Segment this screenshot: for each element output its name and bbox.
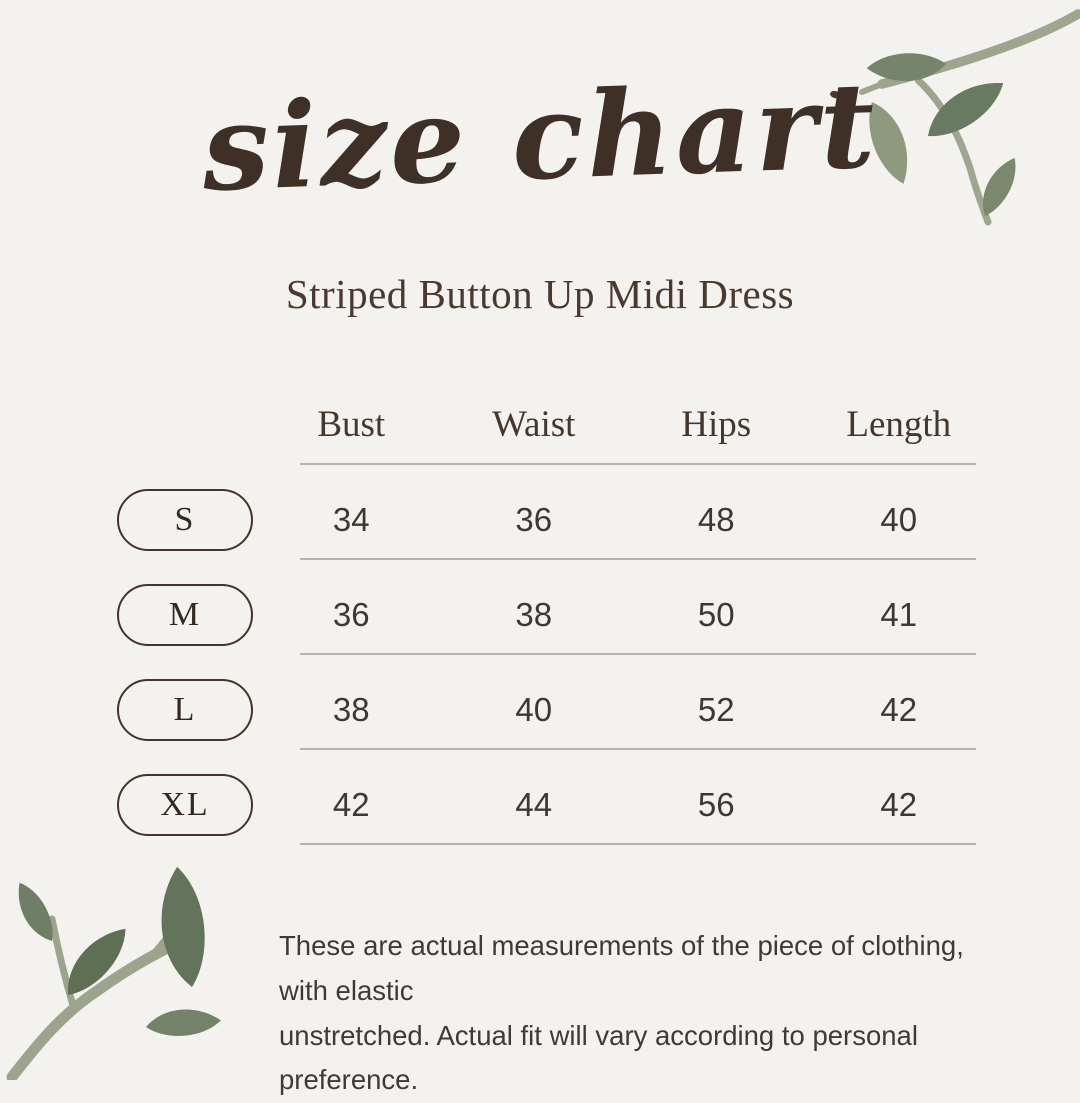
table-header-row: Bust Waist Hips Length bbox=[110, 385, 990, 463]
column-header-length: Length bbox=[846, 403, 952, 445]
size-label: S bbox=[174, 500, 196, 538]
size-label: M bbox=[168, 595, 202, 633]
page-title: size chart bbox=[200, 55, 880, 218]
cell-waist: 36 bbox=[515, 500, 553, 538]
table-row: M 36 38 50 41 bbox=[110, 560, 990, 653]
product-name: Striped Button Up Midi Dress bbox=[285, 271, 795, 317]
cell-hips: 56 bbox=[697, 785, 735, 823]
cell-length: 42 bbox=[880, 690, 918, 728]
row-divider bbox=[300, 843, 976, 845]
cell-bust: 36 bbox=[332, 595, 370, 633]
cell-bust: 34 bbox=[332, 500, 370, 538]
cell-waist: 38 bbox=[515, 595, 553, 633]
size-label: XL bbox=[160, 785, 210, 823]
cell-length: 40 bbox=[880, 500, 918, 538]
note-line: unstretched. Actual fit will vary accord… bbox=[279, 1019, 918, 1096]
size-pill-m: M bbox=[117, 583, 253, 646]
cell-bust: 42 bbox=[332, 785, 370, 823]
cell-length: 41 bbox=[880, 595, 918, 633]
measurement-note: These are actual measurements of the pie… bbox=[279, 924, 999, 1103]
cell-length: 42 bbox=[880, 785, 918, 823]
row-divider bbox=[300, 463, 976, 465]
size-pill-s: S bbox=[117, 488, 253, 551]
table-row: S 34 36 48 40 bbox=[110, 465, 990, 558]
cell-hips: 50 bbox=[697, 595, 735, 633]
leaf-branch-icon bbox=[6, 865, 222, 1080]
size-pill-xl: XL bbox=[117, 773, 253, 836]
cell-hips: 48 bbox=[697, 500, 735, 538]
cell-hips: 52 bbox=[697, 690, 735, 728]
row-divider bbox=[300, 653, 976, 655]
size-pill-l: L bbox=[117, 678, 253, 741]
cell-waist: 40 bbox=[515, 690, 553, 728]
column-header-hips: Hips bbox=[681, 403, 752, 445]
column-header-bust: Bust bbox=[317, 403, 386, 445]
table-row: XL 42 44 56 42 bbox=[110, 750, 990, 843]
cell-waist: 44 bbox=[515, 785, 553, 823]
size-label: L bbox=[173, 690, 197, 728]
row-divider bbox=[300, 558, 976, 560]
column-header-waist: Waist bbox=[492, 403, 576, 445]
note-line: These are actual measurements of the pie… bbox=[279, 930, 964, 1006]
size-table: Bust Waist Hips Length S 34 36 48 40 bbox=[110, 385, 990, 845]
table-row: L 38 40 52 42 bbox=[110, 655, 990, 748]
row-divider bbox=[300, 748, 976, 750]
cell-bust: 38 bbox=[332, 690, 370, 728]
leaf-branch-icon bbox=[859, 9, 1080, 226]
